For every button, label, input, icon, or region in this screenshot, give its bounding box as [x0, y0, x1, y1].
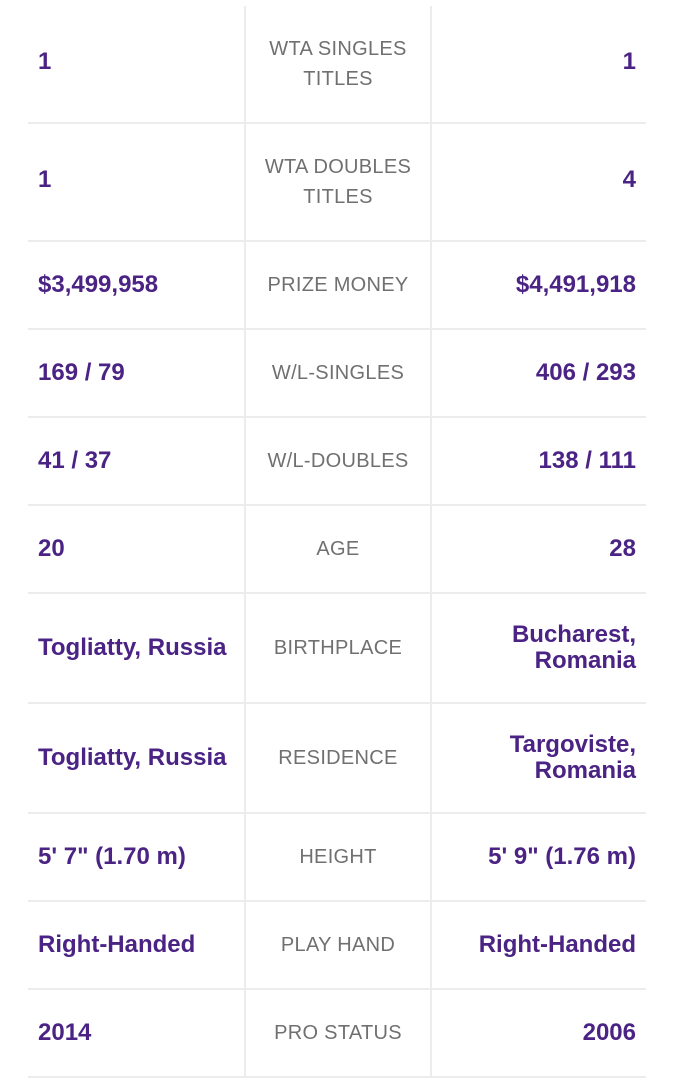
player1-value: Togliatty, Russia [38, 744, 227, 771]
stat-row-wl-doubles: 41 / 37 W/L-DOUBLES 138 / 111 [28, 418, 646, 506]
stat-label: PRO STATUS [244, 990, 432, 1076]
stat-label: PLAY HAND [244, 902, 432, 988]
player2-value: $4,491,918 [515, 271, 636, 298]
stat-row-birthplace: Togliatty, Russia BIRTHPLACE Bucharest, … [28, 594, 646, 704]
stat-label: PRIZE MONEY [244, 242, 432, 328]
stat-label: AGE [244, 506, 432, 592]
stat-label: HEIGHT [244, 814, 432, 900]
stat-row-prize-money: $3,499,958 PRIZE MONEY $4,491,918 [28, 242, 646, 330]
player2-value: 2006 [582, 1019, 636, 1046]
stat-row-pro-status: 2014 PRO STATUS 2006 [28, 990, 646, 1078]
player2-value: 406 / 293 [535, 359, 636, 386]
player1-value: 1 [38, 166, 52, 193]
player1-value: Togliatty, Russia [38, 634, 227, 661]
player1-value: 169 / 79 [38, 359, 125, 386]
player2-value: 1 [622, 48, 636, 75]
stat-row-age: 20 AGE 28 [28, 506, 646, 594]
stat-label: WTA SINGLES TITLES [244, 6, 432, 122]
player2-value: 138 / 111 [538, 447, 636, 474]
player2-value: 28 [609, 535, 636, 562]
player1-value: $3,499,958 [38, 271, 159, 298]
stat-label: W/L-DOUBLES [244, 418, 432, 504]
stat-row-wta-doubles-titles: 1 WTA DOUBLES TITLES 4 [28, 124, 646, 242]
stat-row-wl-singles: 169 / 79 W/L-SINGLES 406 / 293 [28, 330, 646, 418]
player1-value: 41 / 37 [38, 447, 112, 474]
player1-value: 1 [38, 48, 52, 75]
stat-row-height: 5' 7" (1.70 m) HEIGHT 5' 9" (1.76 m) [28, 814, 646, 902]
stat-label: WTA DOUBLES TITLES [244, 124, 432, 240]
player2-value: Right-Handed [478, 931, 636, 958]
player2-value: Bucharest, Romania [511, 621, 636, 674]
player1-value: 5' 7" (1.70 m) [38, 843, 186, 870]
stat-row-wta-singles-titles: 1 WTA SINGLES TITLES 1 [28, 6, 646, 124]
stat-row-residence: Togliatty, Russia RESIDENCE Targoviste, … [28, 704, 646, 814]
player-comparison-table: 1 WTA SINGLES TITLES 1 1 WTA DOUBLES TIT… [28, 6, 646, 1078]
player1-value: Right-Handed [38, 931, 196, 958]
player2-value: 5' 9" (1.76 m) [488, 843, 636, 870]
stat-label: W/L-SINGLES [244, 330, 432, 416]
stat-label: BIRTHPLACE [244, 594, 432, 702]
player2-value: Targoviste, Romania [509, 731, 636, 784]
player1-value: 2014 [38, 1019, 92, 1046]
player1-value: 20 [38, 535, 65, 562]
stat-row-play-hand: Right-Handed PLAY HAND Right-Handed [28, 902, 646, 990]
player2-value: 4 [622, 166, 636, 193]
stat-label: RESIDENCE [244, 704, 432, 812]
